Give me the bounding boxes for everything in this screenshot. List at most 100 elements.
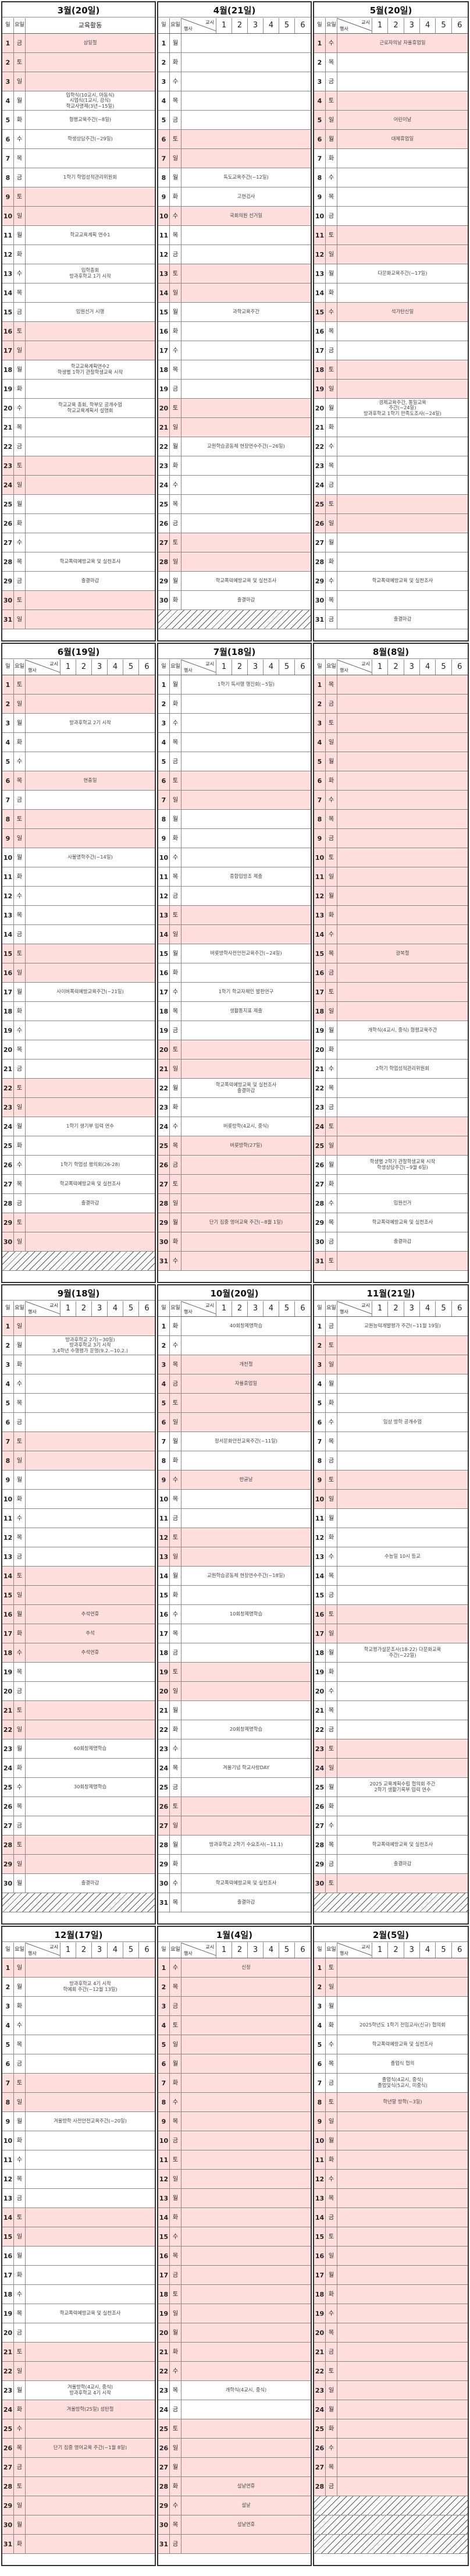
day-number: 24 (2, 2400, 14, 2419)
day-event (181, 829, 311, 848)
day-row: 19 월 개학식(4교시, 중식) 형평교육주간 (314, 1021, 468, 1040)
day-event (26, 533, 155, 552)
day-number: 20 (158, 2323, 170, 2342)
day-row: 28 화 (314, 552, 468, 572)
day-of-week: 금 (170, 2400, 181, 2419)
day-number: 21 (2, 418, 14, 437)
day-number: 11 (314, 867, 326, 886)
day-row: 14 목 (2, 284, 155, 303)
day-row: 16 목 (158, 2247, 311, 2266)
day-of-week: 수 (14, 1509, 26, 1528)
day-of-week: 토 (14, 944, 26, 963)
day-number: 10 (314, 1490, 326, 1508)
day-event (26, 1547, 155, 1566)
day-event (26, 2227, 155, 2246)
day-event: 신정 (241, 1964, 251, 1971)
day-number: 8 (158, 1451, 170, 1470)
column-header-period: 4 (264, 1943, 279, 1958)
day-event: 학교폭력예방교육 및 실천조사 출결마감 (215, 1082, 277, 1093)
day-row: 25 월 2025 교육계획수립 협의회 주간 2학기 생활기록부 입력 연수 (314, 1778, 468, 1797)
day-event (181, 1547, 311, 1566)
day-of-week: 월 (170, 1567, 181, 1585)
panel-header: 4월(21일) 일 요일 교시 행사 1 2 3 4 5 6 (158, 2, 311, 34)
day-of-week: 목 (170, 91, 181, 110)
day-event (337, 1432, 468, 1451)
day-of-week: 금 (14, 1413, 26, 1431)
day-number: 29 (158, 572, 170, 590)
day-row: 10 화 (2, 2131, 155, 2150)
day-of-week: 수 (14, 887, 26, 905)
day-row: 19 화 (314, 1663, 468, 1682)
column-header-period: 3 (92, 1301, 108, 1316)
day-event (26, 207, 155, 225)
day-row: 22 월 교원학습공동체 현장연수주간(~26일) (158, 437, 311, 456)
column-header-row: 일 요일 교육활동 (2, 18, 155, 33)
day-number: 18 (314, 1643, 326, 1662)
day-number: 30 (314, 1232, 326, 1251)
diag-label-period: 교시 (205, 1303, 214, 1308)
column-header-period: 5 (279, 660, 295, 675)
day-of-week: 수 (14, 533, 26, 552)
day-number: 16 (158, 963, 170, 982)
column-header-period: 4 (420, 1943, 436, 1958)
day-of-week: 월 (170, 675, 181, 694)
day-of-week: 토 (170, 1528, 181, 1547)
day-row: 27 토 (158, 533, 311, 552)
day-number: 11 (2, 1509, 14, 1528)
day-row: 5 일 어린이날 (314, 111, 468, 130)
day-row: 25 금 (158, 1778, 311, 1797)
day-of-week: 목 (326, 2054, 337, 2073)
day-of-week: 화 (14, 380, 26, 398)
column-header-period: 4 (108, 660, 123, 675)
day-of-week: 월 (326, 2131, 337, 2150)
day-of-week: 일 (14, 963, 26, 982)
day-event: 졸업식 협의 (390, 2060, 415, 2067)
day-event: 종합입방조 제출 (229, 873, 263, 880)
day-of-week: 목 (14, 2439, 26, 2457)
day-event (181, 2054, 311, 2073)
day-number: 12 (314, 245, 326, 264)
day-of-week: 수 (326, 925, 337, 944)
day-number: 2 (158, 1336, 170, 1355)
day-event (26, 906, 155, 924)
day-of-week: 일 (14, 2093, 26, 2111)
day-row: 8 월 독도교육주간(~12일) (158, 168, 311, 187)
day-of-week: 화 (326, 2016, 337, 2035)
day-event: 독도교육주간(~12일) (223, 174, 269, 180)
day-of-week: 금 (14, 168, 26, 187)
day-row: 31 토 (314, 1252, 468, 1271)
day-row: 24 수 버릇방학(4교시, 중식) (158, 1117, 311, 1136)
day-number: 26 (2, 514, 14, 533)
column-header-period: 1 (216, 1301, 232, 1316)
day-row: 1 금 교원능력개발평가 주간(~11월 19일) (314, 1317, 468, 1336)
day-row: 30 화 (158, 1232, 311, 1252)
day-row: 12 일 (314, 245, 468, 264)
day-of-week: 화 (170, 1586, 181, 1604)
day-number: 9 (158, 1471, 170, 1489)
day-of-week: 월 (326, 752, 337, 771)
day-number: 22 (314, 437, 326, 456)
day-event: 수능일 10시 등교 (384, 1553, 421, 1560)
day-of-week: 목 (14, 2035, 26, 2054)
day-row: 21 토 (2, 1701, 155, 1720)
day-number: 7 (158, 149, 170, 168)
day-event (26, 1797, 155, 1816)
day-of-week: 월 (14, 1471, 26, 1489)
day-row: 15 수 석가탄신일 (314, 303, 468, 322)
day-event (26, 2515, 155, 2534)
panel-header: 6월(19일) 일 요일 교시 행사 1 2 3 4 5 6 (2, 644, 155, 675)
day-row: 14 토 (2, 2208, 155, 2227)
day-event (337, 1797, 468, 1816)
day-event: 학교교육계획 연수1 (70, 232, 111, 238)
day-of-week: 목 (170, 1136, 181, 1155)
day-event (337, 322, 468, 341)
day-number: 19 (2, 1021, 14, 1040)
day-of-week: 일 (326, 111, 337, 129)
day-number: 23 (158, 456, 170, 475)
day-of-week: 일 (170, 2304, 181, 2323)
day-number: 26 (314, 1156, 326, 1174)
